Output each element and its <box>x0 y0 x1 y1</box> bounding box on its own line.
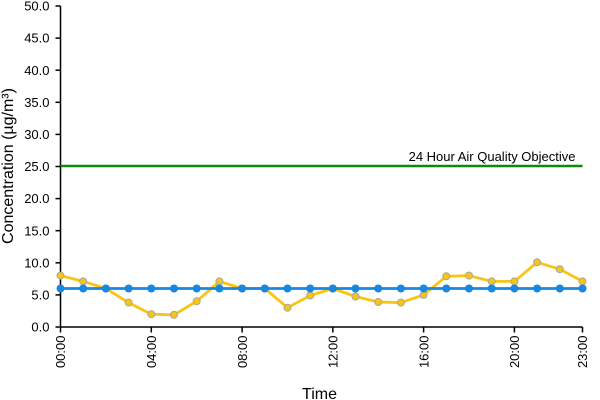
svg-text:40.0: 40.0 <box>24 63 49 78</box>
svg-text:04:00: 04:00 <box>144 336 159 369</box>
svg-text:08:00: 08:00 <box>235 336 250 369</box>
svg-text:20.0: 20.0 <box>24 191 49 206</box>
svg-text:23:00: 23:00 <box>575 336 590 369</box>
svg-text:30.0: 30.0 <box>24 127 49 142</box>
svg-text:45.0: 45.0 <box>24 31 49 46</box>
svg-text:24 Hour Air Quality Objective: 24 Hour Air Quality Objective <box>409 149 576 164</box>
svg-text:10.0: 10.0 <box>24 255 49 270</box>
svg-text:16:00: 16:00 <box>416 336 431 369</box>
svg-text:12:00: 12:00 <box>326 336 341 369</box>
svg-text:15.0: 15.0 <box>24 223 49 238</box>
svg-text:5.0: 5.0 <box>31 288 49 303</box>
svg-text:Concentration (µg/m³): Concentration (µg/m³) <box>0 88 17 244</box>
svg-text:20:00: 20:00 <box>507 336 522 369</box>
svg-text:50.0: 50.0 <box>24 0 49 14</box>
svg-text:00:00: 00:00 <box>53 336 68 369</box>
svg-text:Time: Time <box>302 386 337 400</box>
svg-text:35.0: 35.0 <box>24 95 49 110</box>
svg-text:0.0: 0.0 <box>31 320 49 335</box>
svg-text:25.0: 25.0 <box>24 159 49 174</box>
